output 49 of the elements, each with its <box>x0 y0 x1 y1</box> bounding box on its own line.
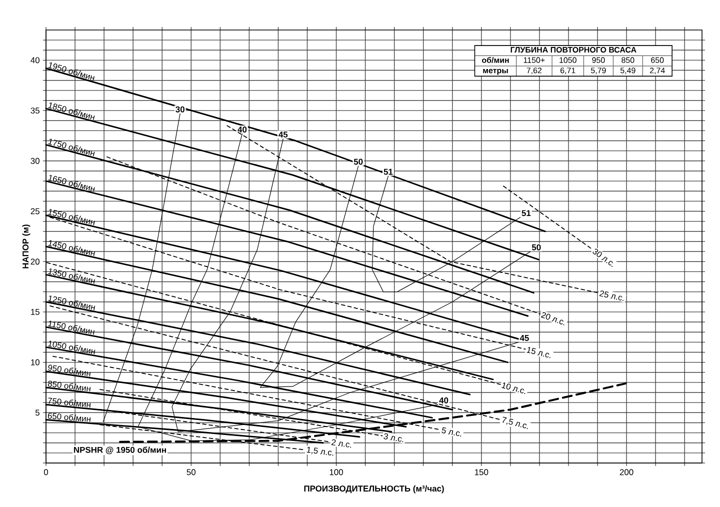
text: 25 л.с. <box>599 290 624 302</box>
y-tick-label: 5 <box>35 410 40 416</box>
text: 1250 об/мин <box>48 296 96 310</box>
x-tick-label: 150 <box>474 469 488 476</box>
y-tick-label: 25 <box>30 208 40 214</box>
text: 1350 об/мин <box>48 268 96 284</box>
x-tick-label: 50 <box>186 469 196 476</box>
text: 1050 об/мин <box>48 340 96 354</box>
y-axis-title: НАПОР (м) <box>22 224 30 268</box>
y-tick-label: 35 <box>30 108 40 114</box>
text: 1950 об/мин <box>48 62 95 81</box>
x-axis-title: ПРОИЗВОДИТЕЛЬНОСТЬ (м³/час) <box>304 485 444 494</box>
y-tick-label: 30 <box>30 158 40 164</box>
x-tick-label: 0 <box>44 469 48 476</box>
text: 750 об/мин <box>48 398 91 408</box>
text: 15 л.с. <box>526 347 550 358</box>
text: 3 л.с. <box>384 433 404 442</box>
y-tick-label: 15 <box>31 308 40 315</box>
text: 10 л.с. <box>502 382 526 394</box>
x-tick-label: 100 <box>330 469 343 476</box>
text: 40 <box>238 126 247 133</box>
text: 850 об/мин <box>48 380 91 392</box>
text: 1150 об/мин <box>48 320 95 335</box>
text: 30 л.с. <box>592 248 613 268</box>
text: 1450 об/мин <box>48 240 96 256</box>
y-tick-label: 40 <box>30 57 40 64</box>
y-tick-label: 10 <box>31 359 40 366</box>
text: 20 л.с. <box>540 312 564 326</box>
series-label: 650 об/мин <box>48 412 91 422</box>
y-tick-label: 20 <box>30 258 40 265</box>
text: 1750 об/мин <box>48 138 95 156</box>
text: 1650 об/мин <box>48 174 95 192</box>
series-label: 40 <box>439 397 448 404</box>
series-label: NPSHR @ 1950 об/мин <box>74 446 166 454</box>
text: 7,5 л.с. <box>502 416 528 429</box>
text: 1,5 л.с. <box>306 446 334 456</box>
text: 1850 об/мин <box>48 102 95 120</box>
text: 950 об/мин <box>48 364 91 376</box>
text: 1550 об/мин <box>48 209 95 226</box>
text: 5 л.с. <box>442 427 462 437</box>
text: 51 <box>384 168 393 175</box>
x-tick-label: 200 <box>620 469 634 476</box>
text: 50 <box>354 158 363 165</box>
text: 2 л.с. <box>331 439 352 448</box>
series-label: 30 <box>176 106 184 112</box>
text: 45 <box>278 132 288 138</box>
series-label: 50 <box>532 244 541 250</box>
series-label: 51 <box>522 210 531 216</box>
series-label: 45 <box>520 335 529 341</box>
